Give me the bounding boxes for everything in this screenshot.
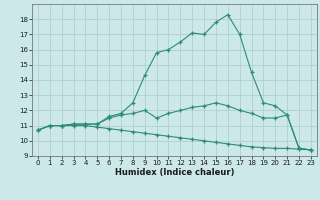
X-axis label: Humidex (Indice chaleur): Humidex (Indice chaleur) (115, 168, 234, 177)
